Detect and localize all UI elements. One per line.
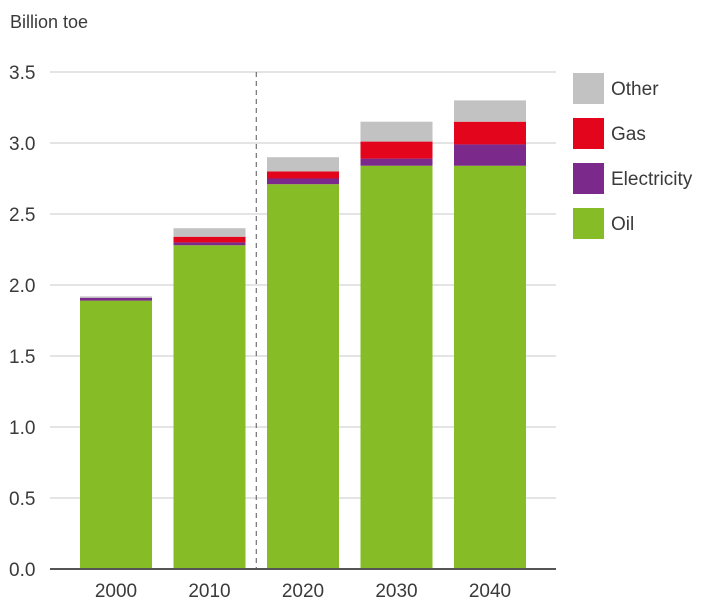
bar-segment-oil bbox=[267, 184, 339, 569]
bar-segment-oil bbox=[173, 245, 246, 570]
legend-swatch-electricity bbox=[573, 163, 604, 194]
y-tick-label: 2.5 bbox=[9, 205, 35, 226]
bar-segment-oil bbox=[80, 300, 152, 569]
bar-segment-gas bbox=[360, 141, 433, 159]
legend-swatch-oil bbox=[573, 208, 604, 239]
bar-segment-electricity bbox=[80, 297, 152, 301]
bar-segment-other bbox=[173, 228, 246, 237]
bar-segment-other bbox=[267, 157, 339, 172]
bar-segment-oil bbox=[360, 165, 433, 569]
bar-segment-other bbox=[360, 121, 433, 142]
x-tick-label: 2030 bbox=[375, 581, 417, 601]
y-axis-label: Billion toe bbox=[10, 12, 88, 32]
x-tick-label: 2020 bbox=[282, 581, 324, 601]
legend: Other Gas Electricity Oil bbox=[573, 73, 693, 239]
legend-label-gas: Gas bbox=[611, 124, 646, 145]
legend-label-other: Other bbox=[611, 79, 659, 100]
bar-segment-gas bbox=[173, 236, 246, 243]
legend-label-electricity: Electricity bbox=[611, 169, 693, 190]
bar-segment-oil bbox=[454, 165, 526, 569]
bar-segment-electricity bbox=[173, 242, 246, 246]
legend-swatch-other bbox=[573, 73, 604, 104]
y-tick-label: 2.0 bbox=[9, 276, 35, 297]
bar-segment-electricity bbox=[454, 144, 526, 166]
y-tick-label: 3.5 bbox=[9, 63, 35, 84]
legend-label-oil: Oil bbox=[611, 214, 634, 235]
bar-segment-electricity bbox=[267, 178, 339, 185]
x-tick-label: 2000 bbox=[95, 581, 137, 601]
bar-segment-other bbox=[80, 296, 152, 298]
y-tick-label: 0.5 bbox=[9, 489, 35, 510]
bar-segment-electricity bbox=[360, 158, 433, 166]
x-tick-label: 2040 bbox=[469, 581, 511, 601]
y-tick-label: 3.0 bbox=[9, 134, 35, 155]
y-tick-label: 0.0 bbox=[9, 560, 35, 581]
bar-segment-other bbox=[454, 100, 526, 122]
bar-segment-gas bbox=[454, 121, 526, 145]
x-tick-label: 2010 bbox=[188, 581, 230, 601]
bars bbox=[80, 100, 526, 570]
y-axis-ticks: 0.0 0.5 1.0 1.5 2.0 2.5 3.0 3.5 bbox=[9, 63, 35, 581]
bar-segment-gas bbox=[267, 171, 339, 179]
legend-swatch-gas bbox=[573, 118, 604, 149]
y-tick-label: 1.0 bbox=[9, 418, 35, 439]
y-tick-label: 1.5 bbox=[9, 347, 35, 368]
x-axis-ticks: 2000 2010 2020 2030 2040 bbox=[95, 581, 511, 601]
